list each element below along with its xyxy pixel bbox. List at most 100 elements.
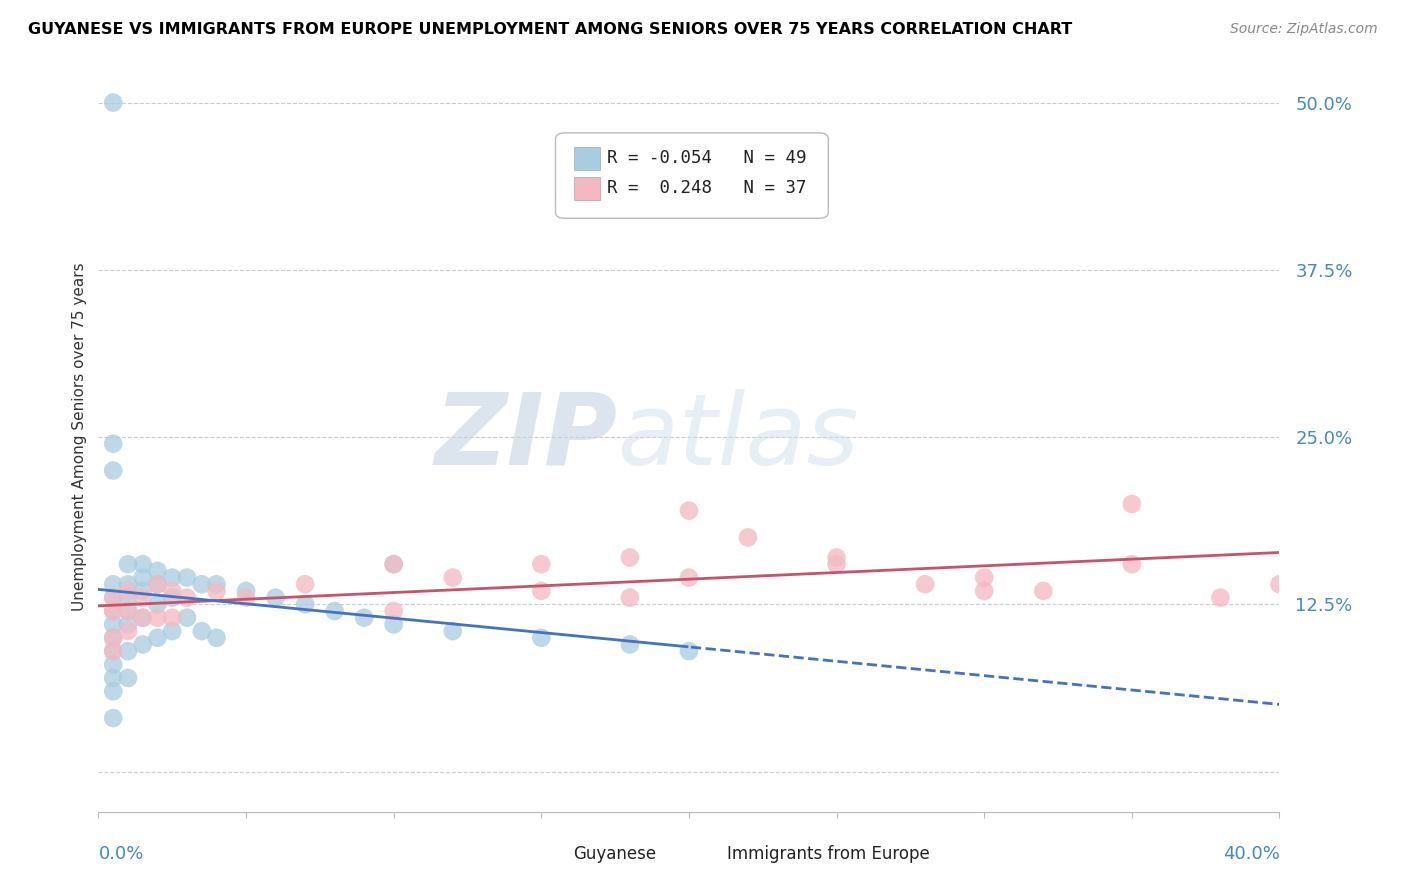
Point xyxy=(103,464,125,478)
Point xyxy=(191,577,214,591)
Text: 0.0%: 0.0% xyxy=(98,846,143,863)
Point xyxy=(103,617,125,632)
Text: R = -0.054   N = 49: R = -0.054 N = 49 xyxy=(607,149,807,168)
Point xyxy=(117,591,139,605)
Text: Source: ZipAtlas.com: Source: ZipAtlas.com xyxy=(1230,22,1378,37)
Point xyxy=(146,577,169,591)
Point xyxy=(162,611,183,625)
Point xyxy=(103,684,125,698)
Point xyxy=(294,598,316,612)
Point xyxy=(103,604,125,618)
Point xyxy=(382,617,405,632)
Text: Guyanese: Guyanese xyxy=(574,845,657,863)
Point xyxy=(678,503,700,517)
Point xyxy=(162,583,183,598)
FancyBboxPatch shape xyxy=(555,133,828,219)
Point xyxy=(103,604,125,618)
Point xyxy=(103,644,125,658)
Point xyxy=(117,604,139,618)
Point xyxy=(530,557,553,572)
Point xyxy=(678,644,700,658)
Point xyxy=(103,671,125,685)
Point xyxy=(162,591,183,605)
Point xyxy=(176,611,198,625)
Point xyxy=(441,571,464,585)
Point xyxy=(678,571,700,585)
Point xyxy=(117,644,139,658)
Point xyxy=(530,583,553,598)
FancyBboxPatch shape xyxy=(575,178,600,200)
Point xyxy=(382,557,405,572)
Point xyxy=(132,557,155,572)
Point xyxy=(132,583,155,598)
Point xyxy=(132,611,155,625)
Point xyxy=(117,617,139,632)
Point xyxy=(441,624,464,639)
Point xyxy=(382,604,405,618)
FancyBboxPatch shape xyxy=(575,147,600,169)
Point xyxy=(825,550,848,565)
Text: GUYANESE VS IMMIGRANTS FROM EUROPE UNEMPLOYMENT AMONG SENIORS OVER 75 YEARS CORR: GUYANESE VS IMMIGRANTS FROM EUROPE UNEMP… xyxy=(28,22,1073,37)
Point xyxy=(103,591,125,605)
Point xyxy=(146,598,169,612)
Point xyxy=(205,577,228,591)
Point xyxy=(1209,591,1232,605)
Point xyxy=(176,591,198,605)
Point xyxy=(146,611,169,625)
Point xyxy=(205,631,228,645)
Text: R =  0.248   N = 37: R = 0.248 N = 37 xyxy=(607,179,807,197)
Text: 40.0%: 40.0% xyxy=(1223,846,1279,863)
Point xyxy=(973,571,995,585)
Point xyxy=(235,591,257,605)
FancyBboxPatch shape xyxy=(547,846,568,862)
Point xyxy=(353,611,375,625)
Point xyxy=(132,611,155,625)
Point xyxy=(146,577,169,591)
Point xyxy=(117,577,139,591)
Point xyxy=(162,571,183,585)
Point xyxy=(619,637,641,651)
Point xyxy=(294,577,316,591)
Point xyxy=(103,577,125,591)
Point xyxy=(235,583,257,598)
Point xyxy=(103,437,125,451)
Point xyxy=(737,530,759,544)
Point xyxy=(973,583,995,598)
Point xyxy=(103,591,125,605)
Point xyxy=(103,631,125,645)
Point xyxy=(1121,497,1143,511)
Point xyxy=(264,591,287,605)
Point xyxy=(1032,583,1054,598)
Point xyxy=(146,564,169,578)
Point xyxy=(176,571,198,585)
Point xyxy=(117,624,139,639)
Point xyxy=(205,583,228,598)
Text: Immigrants from Europe: Immigrants from Europe xyxy=(727,845,929,863)
Text: atlas: atlas xyxy=(619,389,859,485)
Point xyxy=(382,557,405,572)
Point xyxy=(103,95,125,110)
Point xyxy=(619,591,641,605)
Point xyxy=(1268,577,1291,591)
Point xyxy=(825,557,848,572)
Text: ZIP: ZIP xyxy=(434,389,619,485)
Point xyxy=(146,631,169,645)
Point xyxy=(132,591,155,605)
Point xyxy=(323,604,346,618)
Point xyxy=(103,657,125,672)
FancyBboxPatch shape xyxy=(700,846,723,862)
Point xyxy=(530,631,553,645)
Point xyxy=(117,557,139,572)
Point xyxy=(117,671,139,685)
Point xyxy=(162,624,183,639)
Point xyxy=(132,637,155,651)
Point xyxy=(103,631,125,645)
Point xyxy=(117,604,139,618)
Point xyxy=(103,644,125,658)
Point xyxy=(191,624,214,639)
Point xyxy=(117,583,139,598)
Point xyxy=(132,571,155,585)
Point xyxy=(1121,557,1143,572)
Point xyxy=(619,550,641,565)
Point xyxy=(914,577,936,591)
